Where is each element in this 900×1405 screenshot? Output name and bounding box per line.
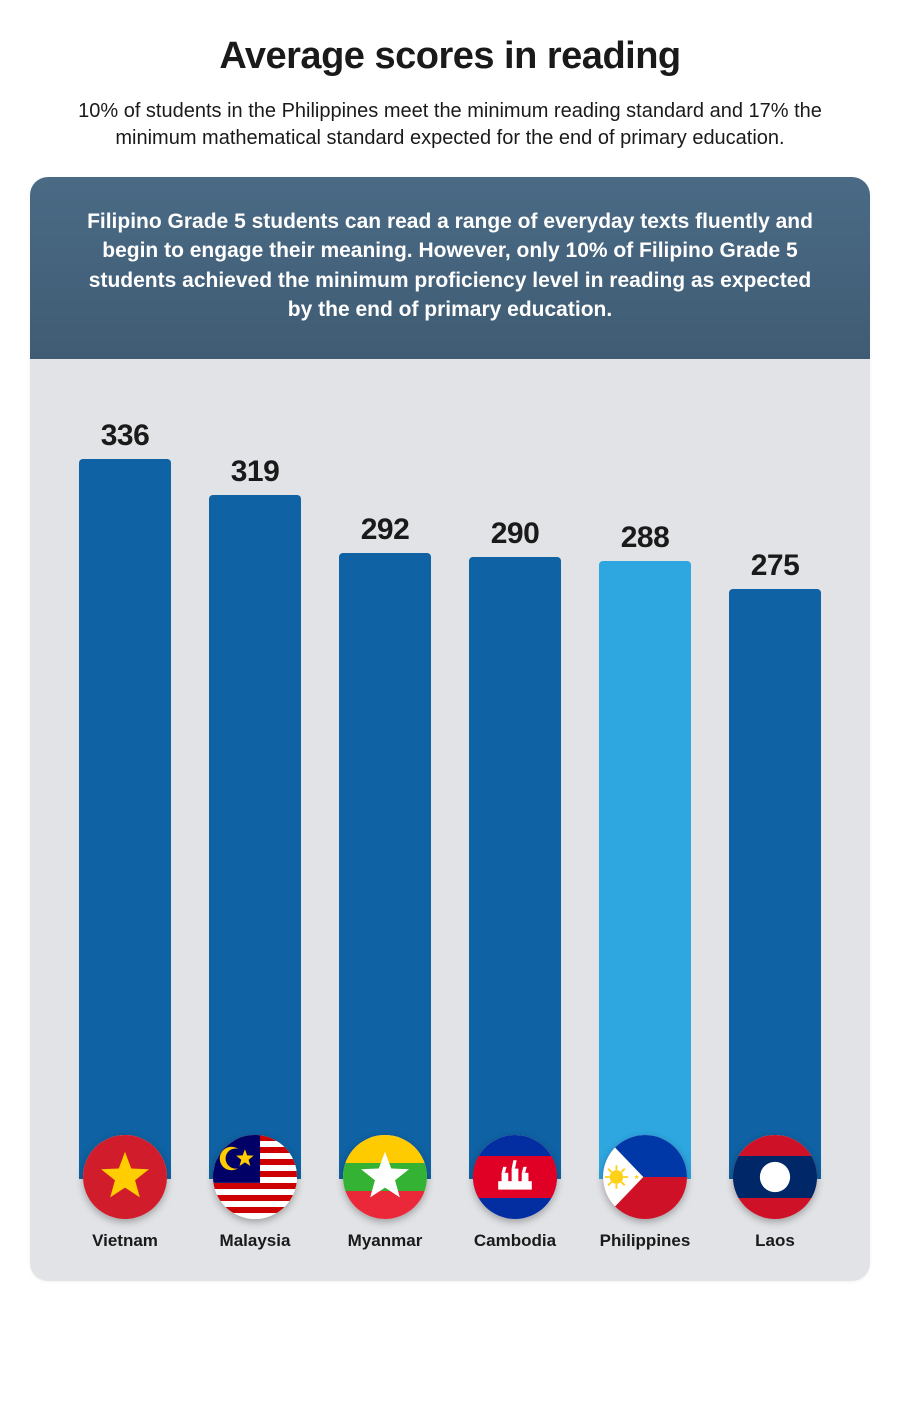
bars-row: 336 Vietnam 319 Malaysia 292 Myanmar 290 Cambod…	[70, 419, 830, 1251]
subtitle-text: 10% of students in the Philippines meet …	[70, 98, 830, 152]
bar	[79, 459, 171, 1179]
country-label: Laos	[755, 1231, 795, 1251]
bar	[729, 589, 821, 1178]
bar	[469, 557, 561, 1178]
country-label: Vietnam	[92, 1231, 158, 1251]
philippines-flag-icon	[603, 1135, 687, 1219]
bar-col-vietnam: 336 Vietnam	[70, 419, 180, 1251]
malaysia-flag-icon	[213, 1135, 297, 1219]
infographic-container: Average scores in reading 10% of student…	[0, 0, 900, 1311]
bar-col-cambodia: 290 Cambodia	[460, 517, 570, 1250]
country-label: Philippines	[600, 1231, 691, 1251]
country-label: Myanmar	[348, 1231, 423, 1251]
bar	[599, 561, 691, 1178]
page-title: Average scores in reading	[30, 35, 870, 78]
card-header: Filipino Grade 5 students can read a ran…	[30, 177, 870, 359]
bar-value: 292	[361, 513, 410, 547]
chart-card: Filipino Grade 5 students can read a ran…	[30, 177, 870, 1281]
bar-value: 275	[751, 549, 800, 583]
bar	[209, 495, 301, 1179]
vietnam-flag-icon	[83, 1135, 167, 1219]
cambodia-flag-icon	[473, 1135, 557, 1219]
bar-value: 319	[231, 455, 280, 489]
bar	[339, 553, 431, 1179]
bar-col-malaysia: 319 Malaysia	[200, 455, 310, 1251]
bar-value: 290	[491, 517, 540, 551]
bar-value: 288	[621, 521, 670, 555]
laos-flag-icon	[733, 1135, 817, 1219]
myanmar-flag-icon	[343, 1135, 427, 1219]
bar-col-laos: 275 Laos	[720, 549, 830, 1250]
country-label: Malaysia	[220, 1231, 291, 1251]
bar-col-philippines: 288 Philippines	[590, 521, 700, 1250]
bar-col-myanmar: 292 Myanmar	[330, 513, 440, 1251]
country-label: Cambodia	[474, 1231, 556, 1251]
bar-value: 336	[101, 419, 150, 453]
bar-chart: 336 Vietnam 319 Malaysia 292 Myanmar 290 Cambod…	[30, 359, 870, 1281]
